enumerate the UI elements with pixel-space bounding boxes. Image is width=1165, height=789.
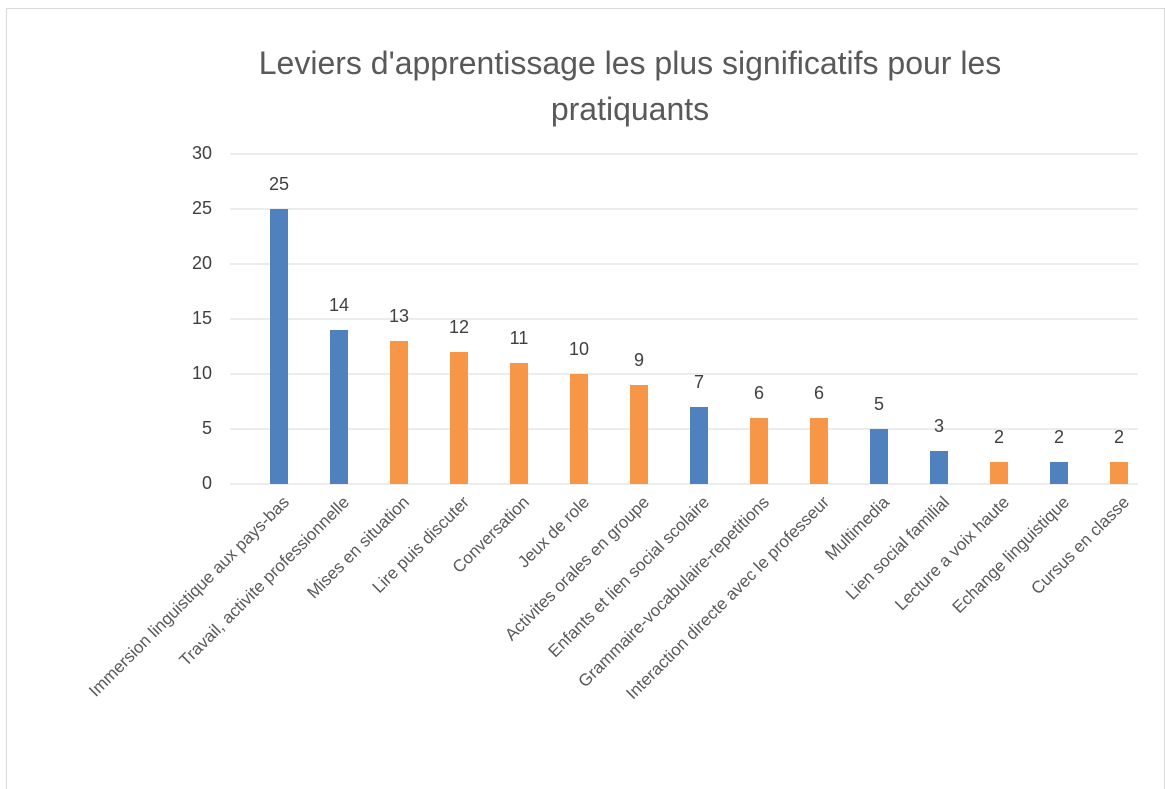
y-tick-label: 10 bbox=[192, 363, 212, 383]
data-label: 14 bbox=[329, 295, 349, 315]
bar bbox=[810, 418, 828, 484]
bar bbox=[330, 330, 348, 484]
bar bbox=[270, 209, 288, 484]
data-label: 2 bbox=[994, 427, 1004, 447]
bar bbox=[1110, 462, 1128, 484]
bar bbox=[750, 418, 768, 484]
x-tick-label: Lecture a voix haute bbox=[891, 493, 1013, 615]
bar bbox=[1050, 462, 1068, 484]
y-tick-label: 15 bbox=[192, 308, 212, 328]
bar bbox=[450, 352, 468, 484]
data-label: 13 bbox=[389, 306, 409, 326]
data-label: 2 bbox=[1054, 427, 1064, 447]
bar bbox=[510, 363, 528, 484]
bar bbox=[630, 385, 648, 484]
data-label: 25 bbox=[269, 174, 289, 194]
y-tick-label: 25 bbox=[192, 198, 212, 218]
chart-title: Leviers d'apprentissage les plus signifi… bbox=[258, 45, 1002, 127]
bar bbox=[870, 429, 888, 484]
data-label: 11 bbox=[510, 328, 529, 348]
data-label: 5 bbox=[874, 394, 884, 414]
x-tick-label: Echange linguistique bbox=[949, 493, 1073, 617]
y-tick-label: 30 bbox=[192, 143, 212, 163]
y-tick-label: 0 bbox=[202, 473, 212, 493]
data-label: 2 bbox=[1114, 427, 1124, 447]
data-label: 10 bbox=[569, 339, 589, 359]
y-tick-label: 20 bbox=[192, 253, 212, 273]
bar bbox=[930, 451, 948, 484]
data-label: 3 bbox=[934, 416, 944, 436]
bar bbox=[390, 341, 408, 484]
x-tick-label: Mises en situation bbox=[303, 493, 413, 603]
data-label: 6 bbox=[814, 383, 824, 403]
data-label: 6 bbox=[754, 383, 764, 403]
data-label: 12 bbox=[449, 317, 469, 337]
data-label: 7 bbox=[694, 372, 704, 392]
bar bbox=[990, 462, 1008, 484]
bar bbox=[570, 374, 588, 484]
data-label: 9 bbox=[634, 350, 644, 370]
bar bbox=[690, 407, 708, 484]
y-tick-label: 5 bbox=[202, 418, 212, 438]
x-tick-label: Lien social familial bbox=[842, 493, 953, 604]
